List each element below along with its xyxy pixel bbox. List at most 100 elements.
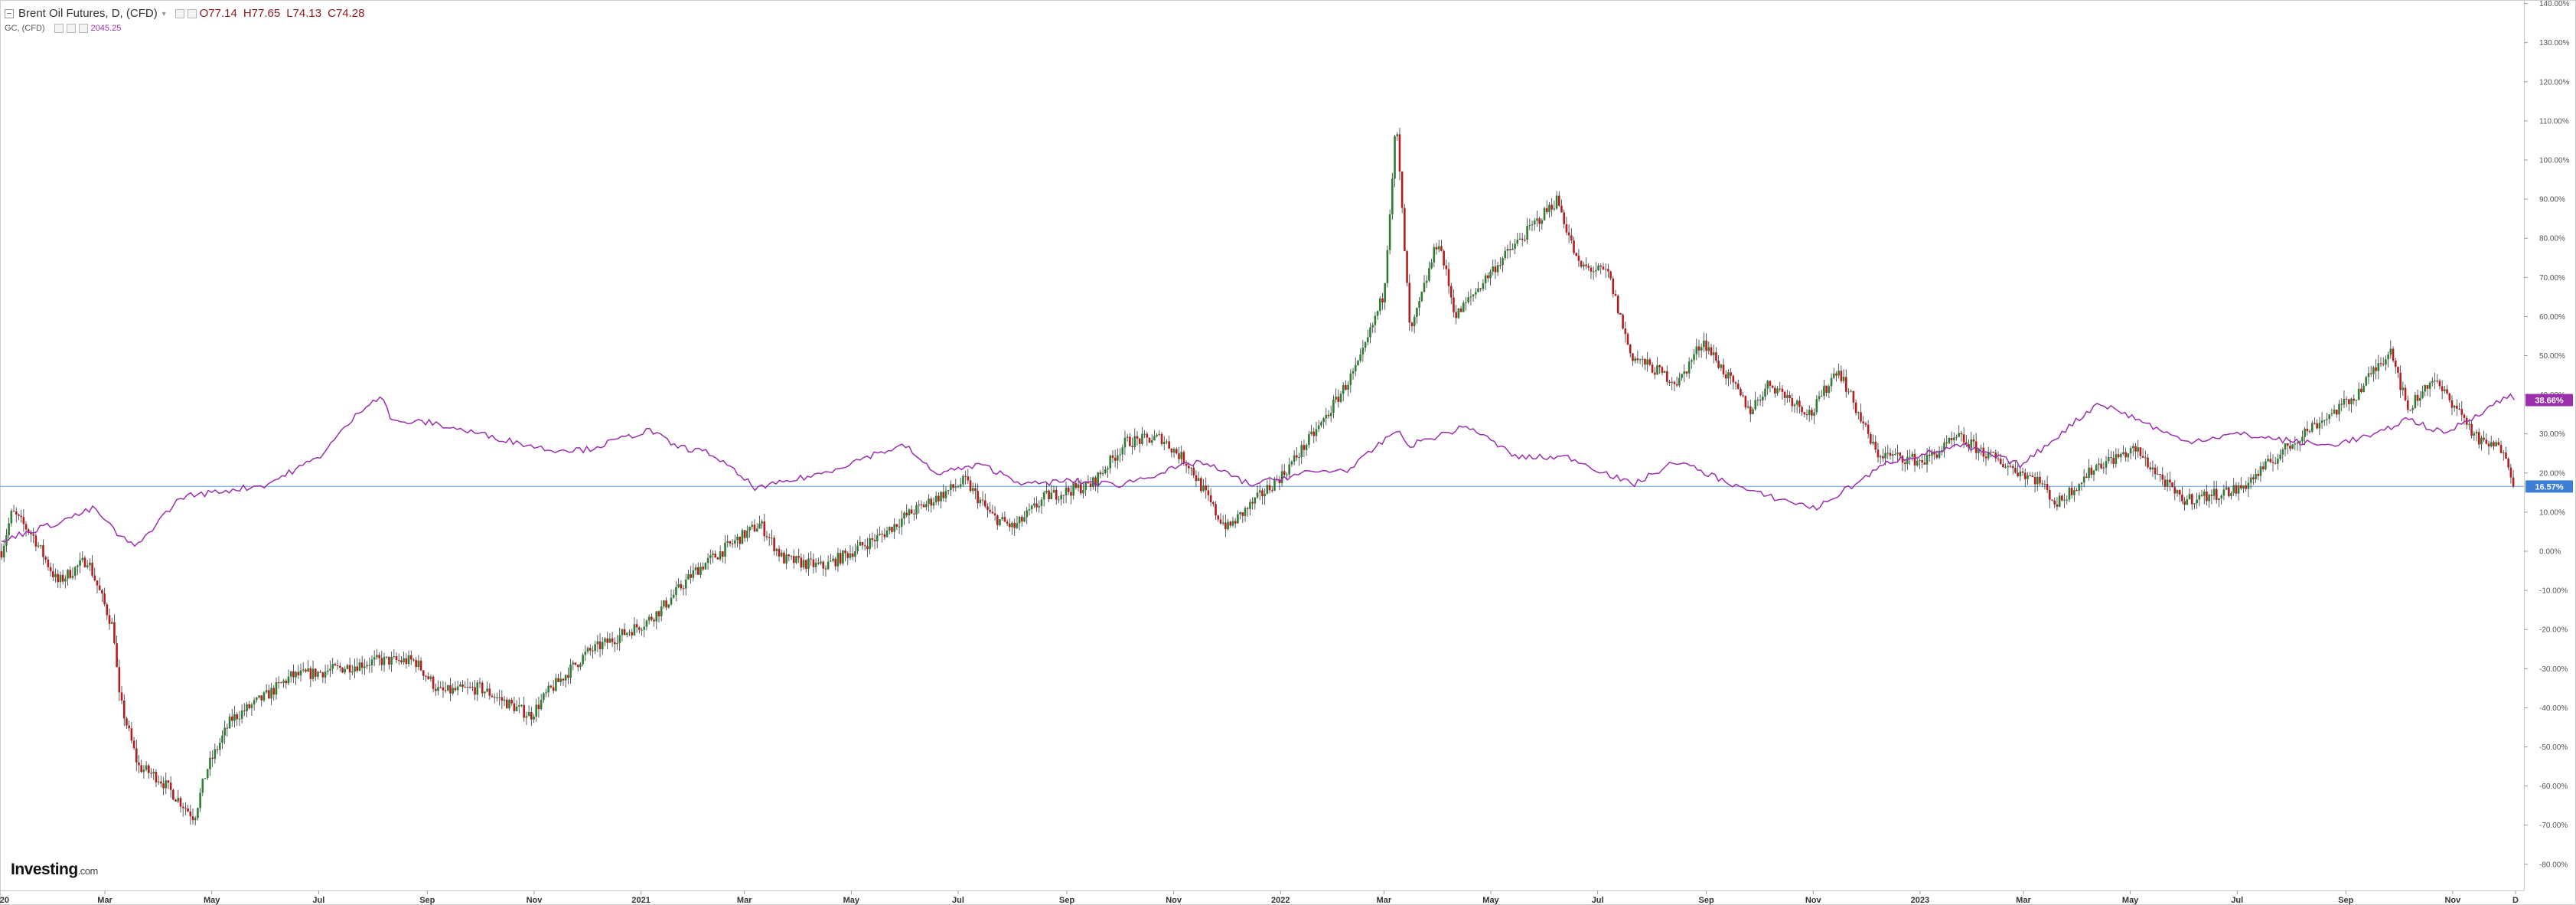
candle-body — [181, 806, 184, 809]
chevron-down-icon[interactable]: ▼ — [160, 9, 168, 18]
candle-body — [2159, 473, 2161, 475]
candle-body — [1011, 522, 1013, 528]
candle-body — [1170, 448, 1173, 453]
candle-body — [755, 528, 758, 532]
candle-body — [1820, 396, 1823, 397]
candle-body — [341, 668, 344, 673]
candle-body — [1972, 439, 1975, 442]
candle-body — [501, 697, 504, 701]
y-tick-label: -10.00% — [2539, 587, 2568, 596]
candle-body — [694, 567, 697, 570]
x-tick-label: Mar — [97, 896, 112, 905]
candle-body — [510, 700, 513, 704]
candle-body — [1435, 247, 1438, 250]
candle-body — [1261, 490, 1264, 497]
candle-body — [2353, 398, 2356, 401]
candle-body — [999, 519, 1001, 525]
candle-body — [1205, 485, 1208, 491]
candle-body — [893, 524, 895, 532]
candle-body — [1028, 509, 1031, 511]
visibility-square-icon[interactable] — [54, 24, 64, 33]
candle-body — [2090, 467, 2093, 475]
candle-body — [54, 573, 57, 577]
secondary-series-label[interactable]: GC, (CFD) — [5, 24, 45, 33]
candle-body — [437, 687, 439, 691]
candle-body — [481, 682, 484, 694]
candle-body — [52, 571, 54, 577]
candle-body — [1293, 455, 1296, 462]
candle-body — [1791, 397, 1794, 407]
price-badge-label: 16.57% — [2535, 482, 2564, 492]
candle-body — [1361, 348, 1365, 354]
candle-body — [1472, 294, 1475, 297]
candle-body — [435, 688, 437, 691]
candle-body — [1099, 472, 1102, 475]
candle-body — [307, 668, 309, 672]
candle-body — [305, 669, 307, 672]
candle-body — [2088, 467, 2090, 479]
y-tick-label: -20.00% — [2539, 626, 2568, 635]
candle-body — [1138, 438, 1141, 444]
candle-body — [2316, 423, 2318, 429]
main-series-label[interactable]: Brent Oil Futures, D, (CFD) — [18, 7, 158, 20]
candle-body — [2281, 449, 2284, 455]
y-tick-label: 90.00% — [2539, 196, 2565, 204]
candle-body — [2336, 410, 2338, 415]
candle-body — [1531, 224, 1534, 226]
candle-body — [1023, 517, 1026, 522]
y-tick-label: 120.00% — [2539, 78, 2570, 87]
candle-body — [24, 524, 28, 530]
candle-body — [2318, 423, 2321, 429]
candle-body — [1656, 365, 1658, 375]
candle-body — [1779, 388, 1782, 390]
candle-body — [1400, 172, 1404, 208]
candle-body — [1492, 266, 1495, 272]
candle-body — [763, 521, 766, 537]
candle-body — [1195, 475, 1198, 482]
candle-body — [81, 557, 84, 560]
candle-body — [108, 615, 111, 624]
candle-body — [197, 808, 199, 818]
candle-body — [1691, 360, 1693, 362]
candle-body — [1030, 505, 1033, 510]
candle-body — [1717, 361, 1720, 368]
candle-body — [2082, 476, 2085, 483]
candle-body — [971, 488, 974, 492]
candle-body — [2075, 490, 2078, 492]
candle-body — [2183, 501, 2186, 505]
y-tick-label: 140.00% — [2539, 0, 2570, 8]
collapse-icon[interactable] — [5, 8, 14, 18]
candle-body — [724, 542, 726, 557]
candle-body — [993, 513, 996, 516]
candle-body — [1101, 472, 1104, 475]
settings-square-icon[interactable] — [66, 24, 76, 33]
candle-body — [854, 551, 856, 557]
candle-body — [873, 540, 876, 541]
settings-square-icon[interactable] — [174, 8, 184, 18]
candle-body — [969, 480, 972, 492]
candle-body — [2107, 457, 2110, 462]
candle-body — [474, 687, 476, 695]
close-square-icon[interactable] — [78, 24, 88, 33]
candle-body — [417, 660, 420, 668]
candle-body — [586, 648, 589, 652]
candle-body — [282, 680, 285, 683]
close-square-icon[interactable] — [187, 8, 197, 18]
candle-body — [1406, 251, 1408, 283]
candle-body — [1384, 283, 1387, 302]
candle-body — [1006, 521, 1009, 524]
candle-body — [2249, 477, 2252, 483]
candle-body — [913, 513, 915, 515]
candle-body — [1487, 275, 1489, 279]
candle-body — [1018, 516, 1021, 524]
y-tick-label: 100.00% — [2539, 157, 2570, 165]
candle-body — [645, 620, 648, 627]
candle-body — [118, 667, 121, 693]
candle-body — [1675, 384, 1678, 386]
candle-body — [1300, 445, 1303, 457]
candle-body — [1052, 489, 1055, 493]
candle-body — [2470, 423, 2473, 436]
candle-body — [2041, 483, 2043, 485]
candle-body — [1398, 134, 1401, 172]
